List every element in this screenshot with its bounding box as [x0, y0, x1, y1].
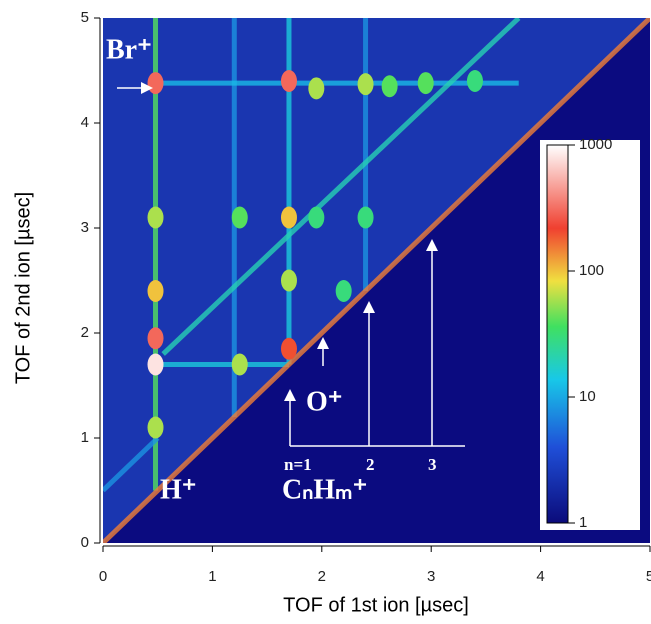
spot [280, 70, 297, 92]
annotation: CₙHₘ⁺ [282, 474, 367, 505]
spot [308, 206, 325, 229]
y-tick-label: 4 [81, 114, 89, 131]
x-tick-label: 1 [208, 568, 216, 585]
y-tick-label: 5 [81, 9, 89, 26]
streak [103, 18, 650, 543]
streak [103, 436, 160, 493]
annotation: H⁺ [160, 474, 197, 505]
y-tick-label: 2 [81, 324, 89, 341]
spot [357, 206, 374, 229]
spot [280, 337, 297, 360]
x-axis-label: TOF of 1st ion [µsec] [283, 594, 469, 616]
spot [147, 327, 164, 350]
spot [466, 70, 483, 92]
colorbar [546, 144, 569, 524]
y-tick-label: 0 [81, 534, 89, 551]
y-axis-label: TOF of 2nd ion [µsec] [12, 192, 34, 384]
annotation: 3 [428, 455, 437, 474]
colorbar-tick-label: 10 [579, 388, 596, 405]
x-tick-label: 4 [536, 568, 544, 585]
annotation: 2 [366, 455, 375, 474]
spot [280, 269, 297, 292]
spot [147, 353, 164, 376]
spot [147, 416, 164, 439]
annotation: Br⁺ [106, 34, 152, 65]
spot [417, 72, 434, 95]
x-tick-label: 3 [427, 568, 435, 585]
colorbar-tick-label: 100 [579, 262, 604, 279]
x-tick-label: 0 [99, 568, 107, 585]
streak [161, 18, 521, 356]
annotation: n=1 [284, 455, 312, 474]
y-tick-label: 3 [81, 219, 89, 236]
spot [381, 75, 398, 98]
y-tick-label: 1 [81, 429, 89, 446]
spot [147, 280, 164, 302]
annotation: O⁺ [306, 386, 343, 417]
spot [231, 353, 248, 376]
spot [308, 77, 325, 100]
x-tick-label: 2 [318, 568, 326, 585]
x-tick-label: 5 [646, 568, 651, 585]
spot [231, 206, 248, 229]
spot [147, 72, 164, 95]
colorbar-tick-label: 1 [579, 514, 587, 531]
spot [357, 73, 374, 96]
colorbar-tick-label: 1000 [579, 136, 612, 153]
spot [147, 206, 164, 229]
spot [280, 206, 297, 229]
spot [335, 280, 352, 302]
